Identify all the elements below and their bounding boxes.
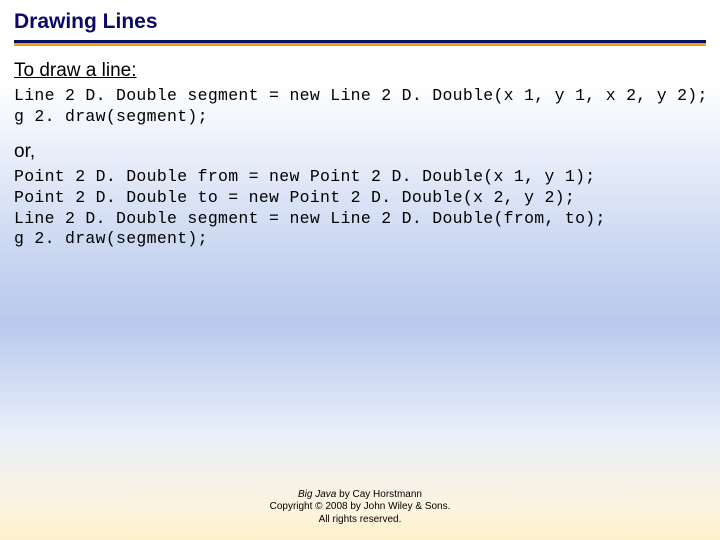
slide-container: Drawing Lines To draw a line: Line 2 D. …: [0, 0, 720, 540]
divider-gold: [14, 43, 706, 46]
footer-author: by Cay Horstmann: [336, 489, 422, 500]
footer-rights: All rights reserved.: [319, 514, 402, 525]
code-block-2: Point 2 D. Double from = new Point 2 D. …: [14, 167, 706, 250]
footer-copyright: Copyright © 2008 by John Wiley & Sons.: [270, 501, 451, 512]
code-block-1: Line 2 D. Double segment = new Line 2 D.…: [14, 86, 706, 127]
footer: Big Java by Cay Horstmann Copyright © 20…: [0, 489, 720, 527]
subtitle: To draw a line:: [14, 60, 706, 82]
footer-book-title: Big Java: [298, 489, 336, 500]
slide-title: Drawing Lines: [14, 10, 706, 38]
or-label: or,: [14, 141, 706, 163]
